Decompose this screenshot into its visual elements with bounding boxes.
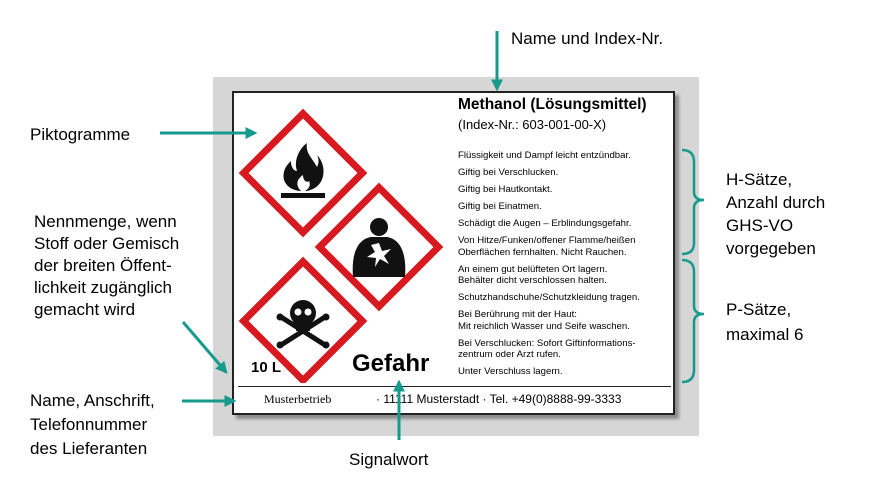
callout-supplier-line: Name, Anschrift,: [30, 391, 155, 410]
callout-quantity-line: Nennmenge, wenn: [34, 212, 177, 231]
callout-h-line: H-Sätze,: [726, 170, 793, 189]
callout-h-line: vorgegeben: [726, 239, 816, 258]
callout-h-line: GHS-VO: [726, 216, 794, 235]
product-name: Methanol (Lösungsmittel): [458, 96, 647, 113]
p-phrase: Bei Berührung mit der Haut: Mit reichlich…: [458, 309, 673, 332]
skull-crossbones-icon: [238, 256, 368, 383]
p-phrase-line: zentrum oder Arzt rufen.: [458, 349, 561, 361]
p-phrase-line: Behälter dicht verschlossen halten.: [458, 275, 607, 287]
health-hazard-icon: [314, 182, 444, 312]
callout-supplier-line: des Lieferanten: [30, 439, 148, 458]
phrase-list: Flüssigkeit und Dampf leicht entzündbar.…: [458, 150, 673, 383]
p-phrase-line: Unter Verschluss lagern.: [458, 366, 563, 378]
p-phrase-line: Mit reichlich Wasser und Seife waschen.: [458, 320, 630, 332]
callout-quantity-line: Stoff oder Gemisch: [34, 234, 180, 253]
signal-word: Gefahr: [352, 350, 430, 377]
callout-quantity-line: der breiten Öffent-: [34, 256, 172, 275]
callout-quantity-line: gemacht wird: [34, 300, 136, 319]
h-phrase: Flüssigkeit und Dampf leicht entzündbar.: [458, 150, 631, 161]
callout-p-line: P-Sätze,: [726, 300, 792, 319]
p-phrase-line: Schutzhandschuhe/Schutzkleidung tragen.: [458, 292, 640, 304]
p-phrase-line: An einem gut belüfteten Ort lagern.: [458, 263, 608, 275]
p-phrase: Schutzhandschuhe/Schutzkleidung tragen.: [458, 292, 673, 304]
callout-quantity-line: lichkeit zugänglich: [34, 278, 172, 297]
callout-p-phrases: P-Sätze, maximal 6: [726, 297, 803, 347]
callout-h-line: Anzahl durch: [726, 193, 826, 212]
p-phrase: An einem gut belüfteten Ort lagern. Behäl…: [458, 264, 673, 287]
callout-quantity: Nennmenge, wenn Stoff oder Gemisch der b…: [34, 211, 179, 321]
h-phrase: Schädigt die Augen – Erblindungsgefahr.: [458, 217, 632, 229]
callout-supplier-line: Telefonnummer: [30, 415, 148, 434]
p-phrase: Bei Verschlucken: Sofort Giftinformation…: [458, 338, 673, 361]
callout-pictograms: Piktogramme: [30, 125, 131, 144]
hazard-label: Methanol (Lösungsmittel) (Index-Nr.: 603…: [232, 91, 675, 415]
callout-p-line: maximal 6: [726, 325, 804, 344]
h-phrase: Giftig bei Einatmen.: [458, 200, 542, 212]
callout-supplier: Name, Anschrift, Telefonnummer des Liefe…: [30, 389, 155, 461]
p-phrase-line: Von Hitze/Funken/offener Flamme/heißen: [458, 234, 636, 246]
p-phrase-line: Oberflächen fernhalten. Nicht Rauchen.: [458, 246, 627, 258]
supplier-address: · 11111 Musterstadt · Tel. +49(0)8888-99…: [376, 392, 622, 406]
brace-h-phrases: [681, 148, 705, 256]
index-number: (Index-Nr.: 603-001-00-X): [458, 117, 607, 132]
p-phrase-line: Bei Berührung mit der Haut:: [458, 309, 577, 321]
p-phrase: Unter Verschluss lagern.: [458, 366, 673, 378]
callout-signal-word: Signalwort: [349, 450, 429, 469]
supplier-name: Musterbetrieb: [264, 392, 332, 406]
p-phrase-line: Bei Verschlucken: Sofort Giftinformation…: [458, 337, 636, 349]
arrow-quantity: [181, 321, 228, 374]
p-phrase: Von Hitze/Funken/offener Flamme/heißen Ob…: [458, 235, 673, 258]
flame-icon: [238, 108, 368, 238]
brace-p-phrases: [681, 258, 705, 384]
callout-name-index: Name und Index-Nr.: [511, 29, 664, 48]
h-phrase: Giftig bei Hautkontakt.: [458, 183, 553, 195]
h-phrase: Giftig bei Verschlucken.: [458, 166, 559, 178]
supplier-bar: Musterbetrieb · 11111 Musterstadt · Tel.…: [238, 386, 671, 411]
callout-h-phrases: H-Sätze, Anzahl durch GHS-VO vorgegeben: [726, 168, 825, 260]
nominal-quantity: 10 L: [251, 359, 282, 376]
pictogram-group: [238, 108, 444, 383]
